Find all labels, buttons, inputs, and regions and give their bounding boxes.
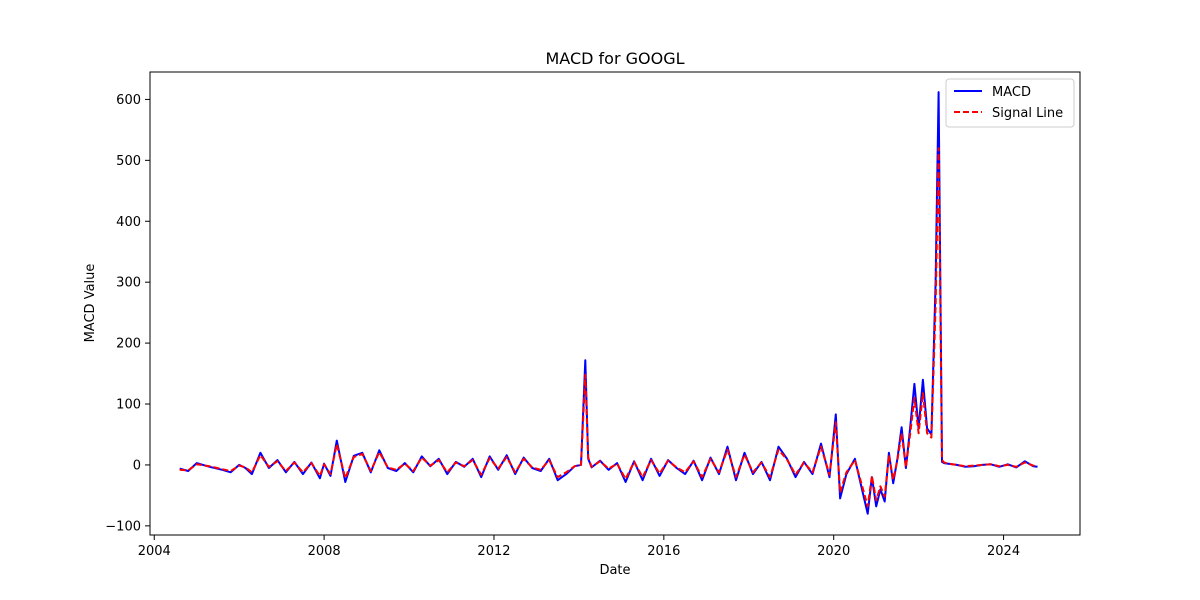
y-tick-label: 500 bbox=[116, 154, 141, 169]
legend-label-macd: MACD bbox=[992, 85, 1031, 100]
x-tick-label: 2008 bbox=[308, 544, 341, 559]
y-tick-label: 600 bbox=[116, 93, 141, 108]
y-tick-label: 400 bbox=[116, 215, 141, 230]
x-tick-label: 2012 bbox=[477, 544, 510, 559]
x-tick-label: 2024 bbox=[987, 544, 1020, 559]
y-tick-label: −100 bbox=[105, 519, 141, 534]
series-line-signal bbox=[179, 147, 1038, 508]
y-axis-label: MACD Value bbox=[83, 264, 98, 343]
chart-title: MACD for GOOGL bbox=[545, 49, 684, 68]
legend: MACD Signal Line bbox=[945, 78, 1075, 128]
plot-lines bbox=[179, 91, 1038, 515]
y-tick-label: 200 bbox=[116, 337, 141, 352]
plot-frame bbox=[149, 71, 1081, 536]
y-tick-label: 100 bbox=[116, 398, 141, 413]
x-axis-label: Date bbox=[599, 563, 630, 578]
x-axis: 2004 2008 2012 2016 2020 2024 bbox=[138, 535, 1020, 559]
legend-label-signal: Signal Line bbox=[992, 106, 1063, 121]
y-tick-label: 300 bbox=[116, 276, 141, 291]
x-tick-label: 2016 bbox=[647, 544, 680, 559]
y-axis: −100 0 100 200 300 400 500 600 bbox=[105, 93, 150, 534]
y-tick-label: 0 bbox=[133, 458, 141, 473]
x-tick-label: 2004 bbox=[138, 544, 171, 559]
x-tick-label: 2020 bbox=[817, 544, 850, 559]
